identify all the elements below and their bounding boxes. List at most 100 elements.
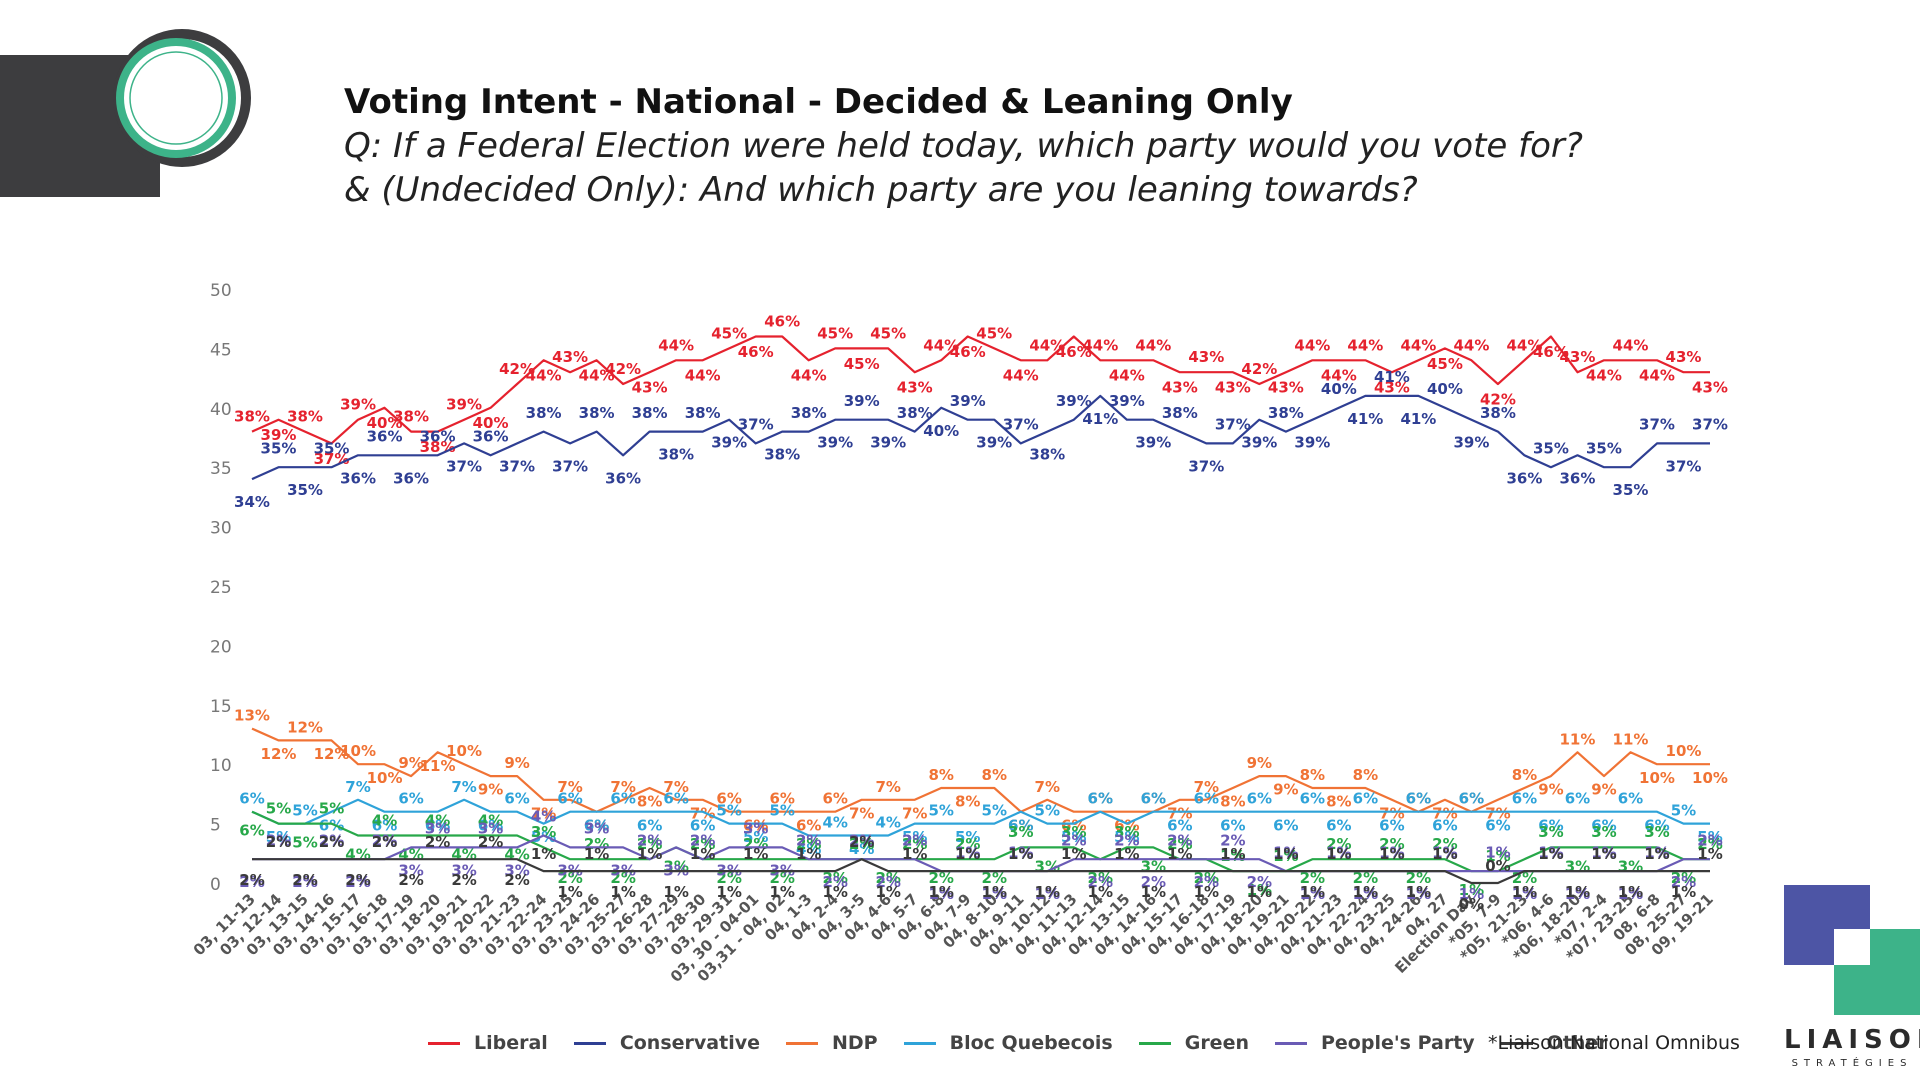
data-label: 7% [1194, 778, 1219, 796]
data-label: 3% [1008, 823, 1033, 841]
data-label: 5% [982, 802, 1007, 820]
data-label: 1% [929, 885, 954, 903]
data-label: 6% [478, 816, 503, 834]
data-label: 1% [1485, 847, 1510, 865]
data-label: 2% [955, 835, 980, 853]
legend-label: NDP [831, 1032, 878, 1054]
brand-tagline: STRATÉGIES [1791, 1058, 1913, 1069]
data-label: 7% [1432, 804, 1457, 822]
data-label: 6% [1485, 816, 1510, 834]
data-label: 1% [1379, 843, 1404, 861]
data-label: 38% [791, 404, 827, 422]
data-label: 1% [1247, 881, 1272, 899]
data-label: 35% [1613, 481, 1649, 499]
data-label: 2% [1671, 869, 1696, 887]
data-label: 6% [1591, 816, 1616, 834]
data-label: 2% [1697, 831, 1722, 849]
series-line-other [252, 858, 1710, 885]
data-label: 44% [1321, 367, 1357, 385]
data-label: 1% [1326, 845, 1351, 863]
data-label: 3% [531, 823, 556, 841]
data-label: 1% [1591, 845, 1616, 863]
data-label: 45% [870, 324, 906, 342]
legend-swatch [785, 1041, 818, 1045]
data-label: 7% [902, 804, 927, 822]
data-label: 1% [902, 845, 927, 863]
data-label: 3% [1591, 823, 1616, 841]
data-label: 9% [1273, 781, 1298, 799]
data-label: 44% [1029, 336, 1065, 354]
data-label: 6% [822, 790, 847, 808]
legend-label: Other [1546, 1032, 1608, 1054]
data-label: 10% [1692, 769, 1728, 787]
data-label: 1% [822, 883, 847, 901]
legend-item: Conservative [573, 1032, 760, 1054]
data-label: 6% [1141, 790, 1166, 808]
data-label: 1% [1432, 843, 1457, 861]
data-label: 35% [287, 481, 323, 499]
data-label: 46% [764, 313, 800, 331]
data-label: 40% [367, 414, 403, 432]
data-label: 2% [292, 873, 317, 891]
data-label: 39% [1241, 434, 1277, 452]
data-label: 37% [446, 457, 482, 475]
data-label: 2% [875, 869, 900, 887]
data-label: 6% [425, 816, 450, 834]
data-label: 6% [1406, 790, 1431, 808]
data-label: 1% [1406, 883, 1431, 901]
data-label: 1% [1167, 845, 1192, 863]
data-label: 6% [796, 816, 821, 834]
data-label: 1% [1512, 883, 1537, 901]
data-label: 39% [1294, 434, 1330, 452]
legend-item: People's Party [1274, 1032, 1475, 1054]
data-label: 7% [875, 778, 900, 796]
data-label: 6% [1512, 790, 1537, 808]
data-label: 11% [1560, 730, 1596, 748]
data-label: 1% [1220, 845, 1245, 863]
data-label: 4% [849, 840, 874, 858]
data-label: 44% [1109, 367, 1145, 385]
legend-item: Liberal [428, 1032, 548, 1054]
data-label: 6% [504, 790, 529, 808]
data-label: 2% [584, 835, 609, 853]
y-tick-label: 20 [210, 637, 232, 657]
data-label: 36% [367, 428, 403, 446]
data-label: 2% [557, 869, 582, 887]
data-label: 10% [1639, 769, 1675, 787]
data-label: 9% [1538, 781, 1563, 799]
data-label: 36% [605, 469, 641, 487]
data-label: 4% [425, 811, 450, 829]
data-label: 11% [420, 757, 456, 775]
y-tick-label: 40 [210, 400, 232, 420]
data-label: 46% [1533, 343, 1569, 361]
data-label: 41% [1374, 368, 1410, 386]
data-label: 9% [1247, 754, 1272, 772]
data-label: 39% [1056, 392, 1092, 410]
data-label: 2% [1697, 835, 1722, 853]
data-label: 43% [1374, 379, 1410, 397]
data-label: 38% [393, 408, 429, 426]
data-label: 2% [319, 831, 344, 849]
data-label: 2% [796, 831, 821, 849]
data-label: 4% [875, 813, 900, 831]
data-label: 6% [1220, 816, 1245, 834]
data-label: 44% [1082, 336, 1118, 354]
data-label: 6% [1459, 790, 1484, 808]
data-label: 6% [557, 790, 582, 808]
data-label: 39% [261, 426, 297, 444]
data-label: 6% [1432, 816, 1457, 834]
data-label: 6% [1326, 816, 1351, 834]
data-label: 1% [1114, 845, 1139, 863]
data-label: 38% [1162, 404, 1198, 422]
data-label: 39% [950, 392, 986, 410]
data-label: 6% [1167, 816, 1192, 834]
data-label: 1% [1035, 885, 1060, 903]
data-label: 38% [234, 408, 270, 426]
data-label: 1% [1088, 883, 1113, 901]
data-label: 1% [1379, 845, 1404, 863]
data-label: 3% [1618, 857, 1643, 875]
data-label: 43% [897, 379, 933, 397]
data-label: 7% [557, 778, 582, 796]
data-label: 2% [902, 835, 927, 853]
data-label: 12% [261, 745, 297, 763]
